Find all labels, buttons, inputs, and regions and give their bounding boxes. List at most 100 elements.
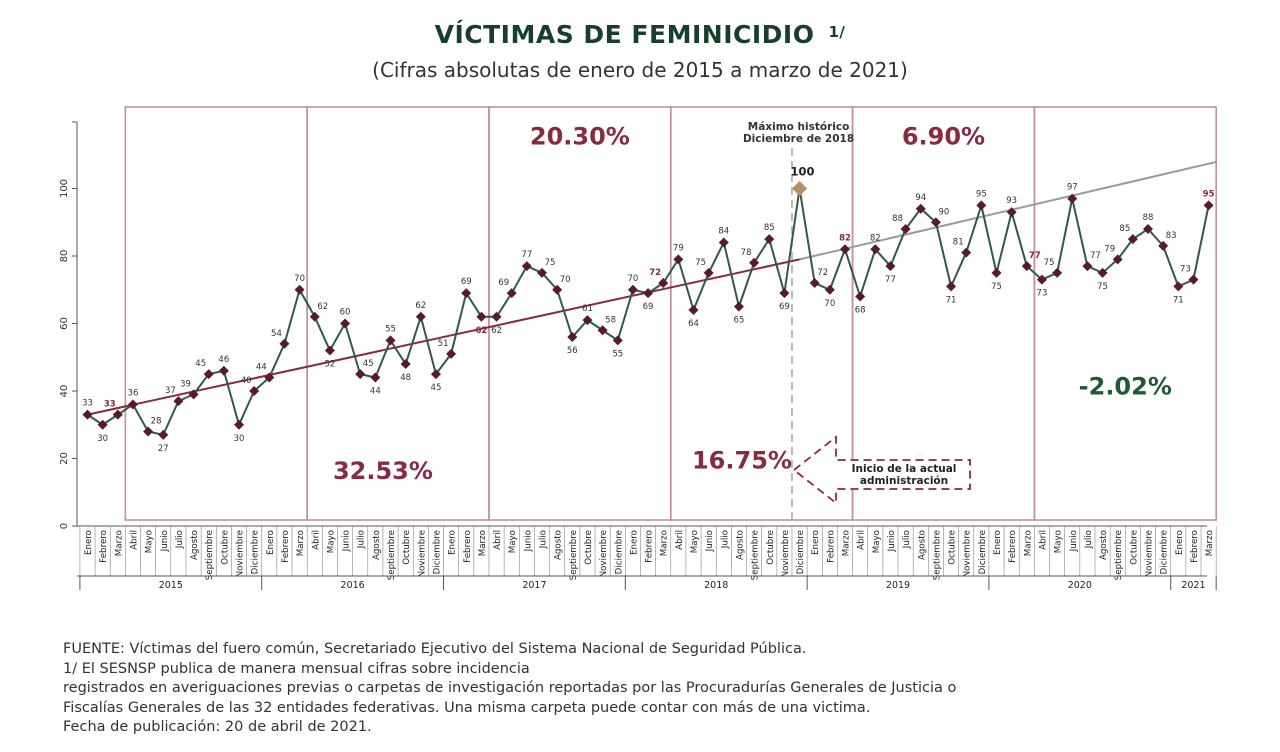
x-month-label: Julio [1084, 530, 1094, 549]
max-annotation-line2: Diciembre de 2018 [743, 133, 854, 145]
data-label: 45 [363, 359, 374, 369]
data-point [930, 217, 941, 228]
x-year-label: 2021 [1181, 580, 1205, 591]
x-month-label: Febrero [99, 530, 109, 563]
data-point [885, 261, 896, 272]
data-label: 33 [104, 400, 116, 410]
x-year-label: 2019 [886, 580, 910, 591]
x-month-label: Noviembre [963, 530, 973, 577]
data-point [264, 372, 275, 383]
x-month-label: Junio [1069, 530, 1079, 552]
x-month-label: Mayo [508, 530, 518, 553]
data-label: 51 [438, 339, 449, 349]
data-point [1082, 261, 1093, 272]
x-month-label: Septiembre [932, 530, 942, 580]
data-label: 88 [1143, 213, 1154, 223]
data-point [294, 284, 305, 295]
data-point [749, 257, 760, 268]
data-label: 81 [953, 238, 964, 248]
data-point [1127, 234, 1138, 245]
data-label: 77 [1029, 251, 1041, 261]
data-label: 79 [673, 243, 684, 253]
data-point [400, 359, 411, 369]
note-footnote: 1/ El SESNSP publica de manera mensual c… [63, 660, 530, 677]
x-month-label: Septiembre [387, 530, 397, 580]
x-month-label: Junio [523, 530, 533, 552]
data-point [764, 234, 775, 245]
x-month-label: Marzo [296, 530, 306, 556]
x-month-label: Mayo [1054, 530, 1064, 553]
data-label: 44 [370, 387, 381, 397]
data-label: 77 [885, 275, 896, 285]
data-label: 77 [521, 250, 532, 260]
max-marker [792, 181, 808, 196]
x-month-label: Julio [357, 530, 367, 549]
data-point [658, 278, 669, 288]
data-label: 36 [128, 389, 139, 399]
data-label: 62 [491, 326, 502, 336]
data-point [521, 261, 532, 272]
max-annotation-line1: Máximo histórico [748, 121, 850, 133]
data-point [779, 288, 790, 299]
x-month-label: Enero [266, 530, 276, 555]
data-label: 64 [688, 319, 699, 329]
data-label: 70 [824, 299, 835, 309]
data-point [809, 278, 820, 288]
admin-annotation-line1: Inicio de la actual [852, 463, 957, 475]
x-year-label: 2016 [341, 580, 365, 591]
x-month-label: Junio [887, 530, 897, 552]
data-point [733, 301, 744, 312]
x-month-label: Marzo [842, 530, 852, 556]
data-point [537, 267, 547, 278]
data-point [1097, 267, 1108, 278]
data-point [143, 426, 154, 437]
data-point [1203, 200, 1214, 211]
data-label: 85 [764, 223, 775, 233]
data-label: 73 [1037, 289, 1048, 299]
data-label: 82 [870, 233, 881, 243]
x-month-label: Agosto [190, 530, 200, 560]
x-month-label: Octubre [948, 530, 958, 565]
max-value-label: 100 [791, 165, 815, 179]
data-label: 73 [1180, 265, 1191, 275]
data-label: 75 [1044, 258, 1055, 268]
linear-trend-line [87, 258, 800, 416]
data-point [627, 284, 638, 295]
period-box-2015 [124, 106, 308, 521]
data-label: 79 [1104, 244, 1115, 254]
data-label: 45 [195, 359, 206, 369]
data-point [370, 372, 381, 383]
x-month-label: Octubre [402, 530, 412, 565]
data-point [127, 399, 138, 410]
data-point [446, 348, 457, 359]
x-month-label: Noviembre [417, 530, 427, 577]
x-month-label: Diciembre [251, 530, 261, 574]
x-year-label: 2018 [704, 580, 728, 591]
data-point [976, 200, 987, 211]
x-month-label: Noviembre [1145, 530, 1155, 577]
data-point [643, 288, 654, 299]
x-month-label: Marzo [478, 530, 488, 556]
data-label: 94 [915, 193, 926, 203]
data-point [203, 369, 214, 380]
data-point [1188, 274, 1199, 285]
data-point [612, 335, 623, 346]
data-point [552, 284, 563, 295]
data-point [703, 267, 714, 278]
data-point [158, 429, 169, 440]
x-month-label: Septiembre [205, 530, 215, 580]
note-footnote-cont: registrados en averiguaciones previas o … [63, 680, 957, 696]
data-label: 75 [695, 258, 706, 268]
y-tick-label: 80 [59, 250, 70, 263]
data-point [491, 311, 502, 322]
data-point [946, 281, 957, 292]
data-point [840, 244, 850, 255]
data-label: 77 [1090, 251, 1101, 261]
data-point [309, 311, 320, 322]
data-point [430, 369, 441, 380]
x-month-label: Octubre [584, 530, 594, 565]
data-label: 58 [605, 315, 616, 325]
y-tick-label: 100 [59, 179, 70, 198]
data-label: 46 [218, 355, 229, 365]
data-point [476, 311, 487, 322]
